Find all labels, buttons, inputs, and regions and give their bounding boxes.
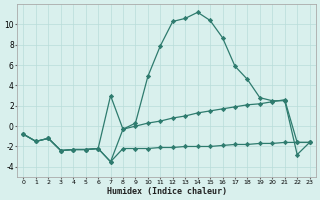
X-axis label: Humidex (Indice chaleur): Humidex (Indice chaleur) [107, 187, 227, 196]
